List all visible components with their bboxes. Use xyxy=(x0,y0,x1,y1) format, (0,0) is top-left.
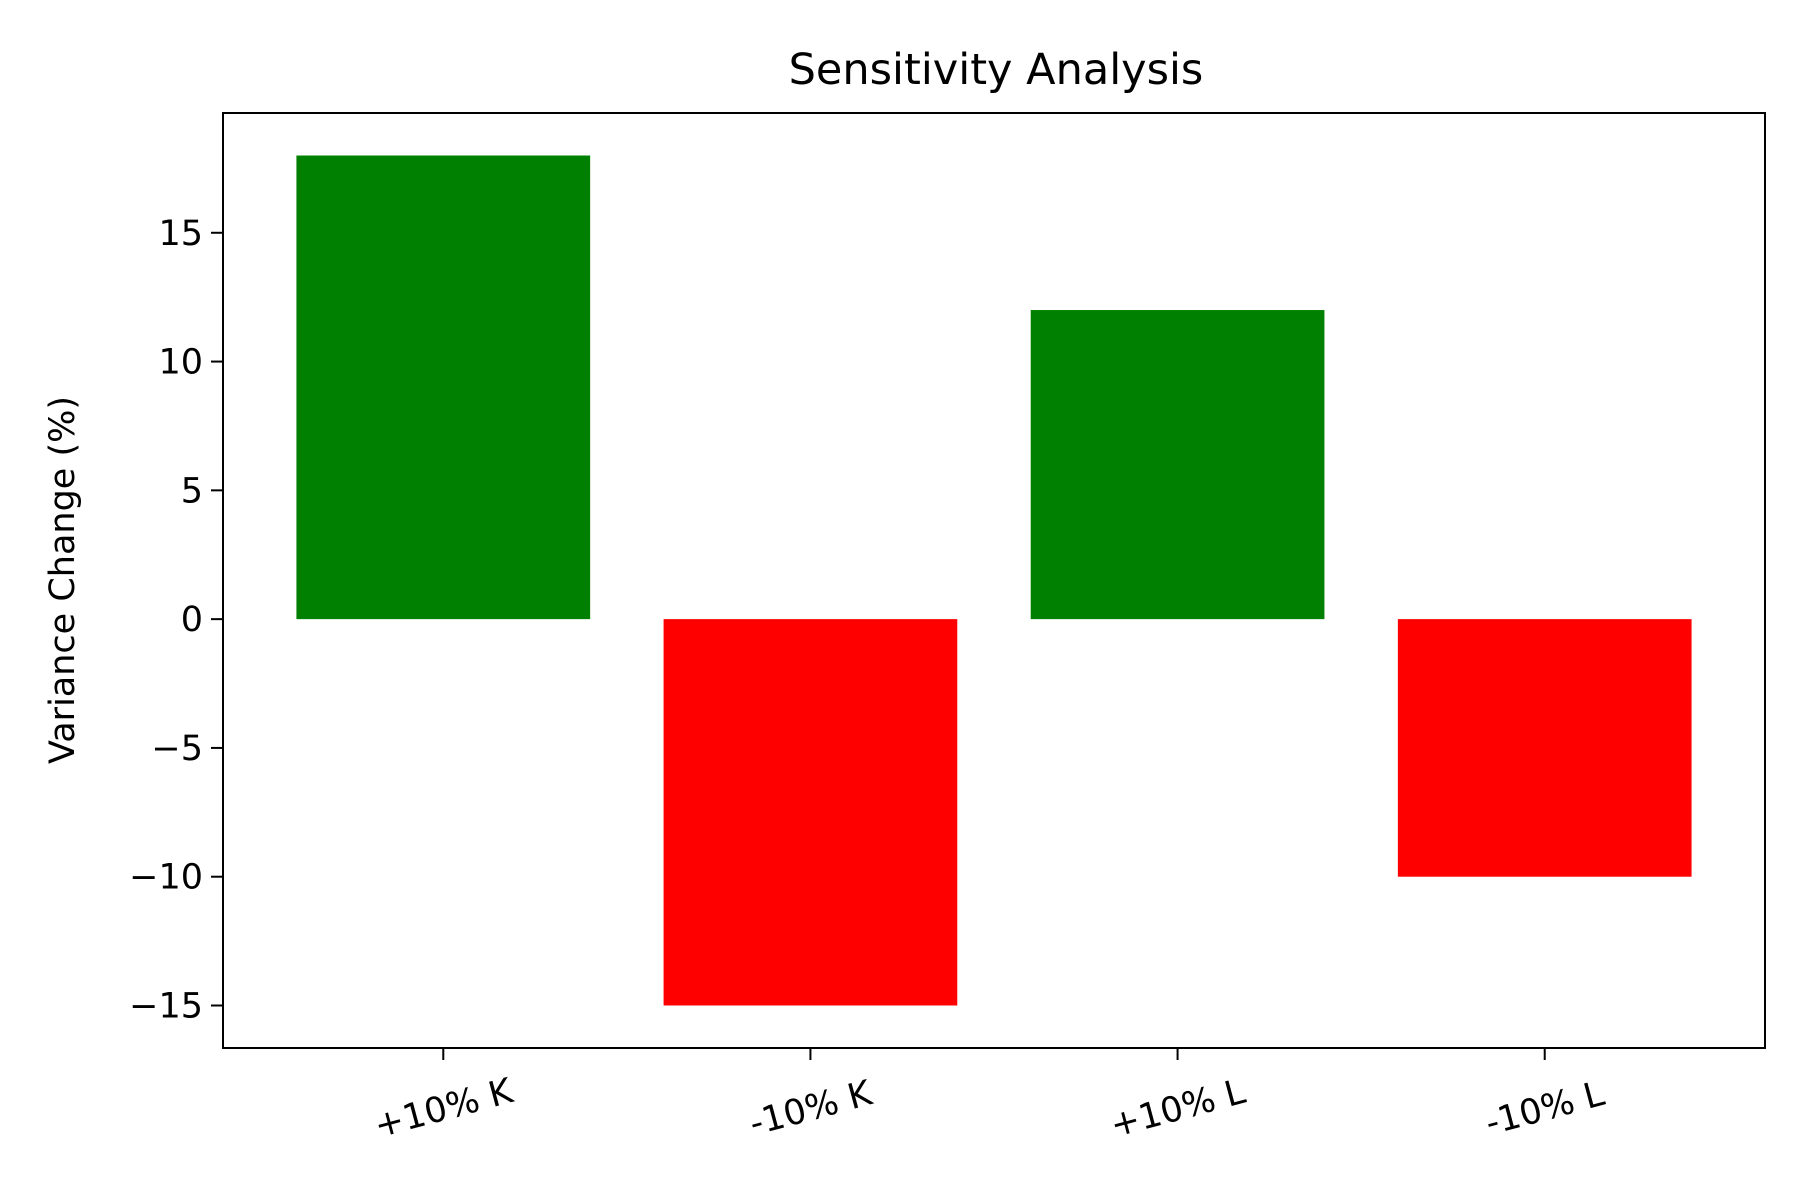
y-tick-label: 10 xyxy=(158,343,203,383)
y-axis: 15 10 5 0 −5 −10 −15 xyxy=(129,214,223,1027)
x-tick-label: +10% K xyxy=(370,1071,518,1146)
bar-3 xyxy=(1397,619,1692,877)
bars-group xyxy=(296,155,1692,1006)
y-tick-label: 15 xyxy=(158,214,203,254)
y-axis-label: Variance Change (%) xyxy=(43,396,83,764)
y-tick-label: −10 xyxy=(129,858,203,898)
x-tick-label: +10% L xyxy=(1106,1072,1250,1146)
chart-title: Sensitivity Analysis xyxy=(789,45,1204,95)
y-tick-label: 5 xyxy=(181,471,203,511)
plot-frame xyxy=(222,112,1766,1049)
x-tick-label: -10% L xyxy=(1481,1074,1609,1144)
y-tick-label: −15 xyxy=(129,987,203,1027)
bar-2 xyxy=(1030,310,1325,620)
x-tick-label: -10% K xyxy=(745,1073,877,1144)
y-tick-label: 0 xyxy=(181,600,203,640)
y-tick-label: −5 xyxy=(151,729,203,769)
bar-0 xyxy=(296,155,591,620)
bar-1 xyxy=(663,619,958,1006)
x-axis: +10% K -10% K +10% L -10% L xyxy=(370,1048,1609,1147)
